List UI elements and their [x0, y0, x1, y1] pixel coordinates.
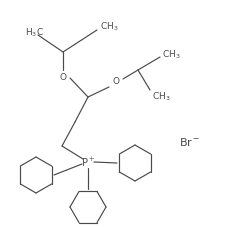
Text: $\mathsf{CH_3}$: $\mathsf{CH_3}$: [162, 49, 181, 61]
Text: O: O: [112, 77, 119, 86]
Text: $\mathsf{H_3C}$: $\mathsf{H_3C}$: [25, 27, 44, 39]
Text: $\mathsf{CH_3}$: $\mathsf{CH_3}$: [100, 21, 119, 33]
Text: $\mathsf{Br^-}$: $\mathsf{Br^-}$: [179, 136, 201, 148]
Text: $\mathsf{CH_3}$: $\mathsf{CH_3}$: [152, 91, 171, 103]
Text: O: O: [59, 72, 67, 81]
Text: $\mathsf{P^+}$: $\mathsf{P^+}$: [81, 155, 95, 169]
